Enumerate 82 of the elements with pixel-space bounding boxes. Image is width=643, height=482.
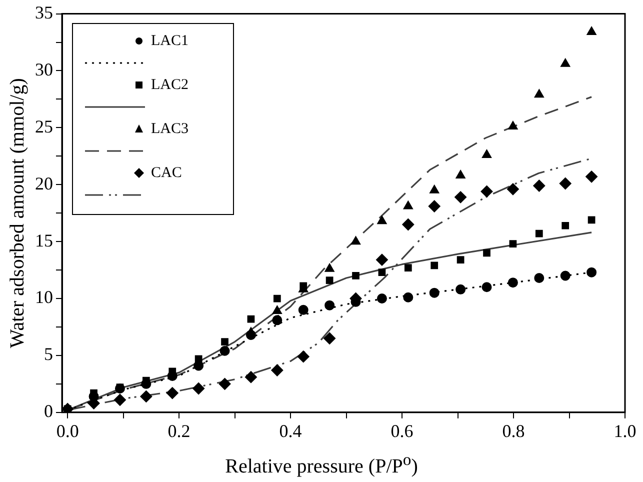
- legend-label: LAC2: [151, 76, 188, 94]
- point: [404, 264, 412, 272]
- point: [324, 300, 335, 310]
- point: [483, 249, 490, 257]
- point: [560, 58, 570, 67]
- point: [221, 338, 228, 346]
- point: [588, 216, 596, 224]
- point: [430, 262, 438, 270]
- point: [246, 330, 256, 340]
- y-tick-label: 20: [35, 173, 53, 194]
- point: [324, 332, 336, 344]
- point: [480, 185, 493, 198]
- point: [326, 276, 334, 284]
- point: [509, 240, 517, 248]
- point: [192, 382, 205, 394]
- point: [297, 350, 310, 363]
- point: [586, 170, 598, 183]
- point: [430, 184, 440, 194]
- y-tick-label: 30: [35, 59, 53, 80]
- x-tick-label: 0.4: [279, 420, 302, 441]
- point: [402, 218, 414, 230]
- point: [559, 177, 572, 190]
- point: [167, 370, 178, 381]
- point: [271, 364, 284, 376]
- point: [218, 378, 231, 390]
- point: [350, 236, 361, 245]
- x-tick-label: 0.8: [502, 420, 525, 441]
- point: [377, 216, 387, 224]
- point: [534, 89, 544, 98]
- point: [244, 371, 257, 384]
- point: [247, 315, 255, 323]
- point: [454, 191, 467, 204]
- point: [273, 294, 281, 302]
- point: [562, 222, 570, 230]
- point: [403, 292, 414, 302]
- point: [194, 360, 204, 371]
- y-tick-label: 35: [35, 2, 53, 23]
- legend-label: CAC: [151, 164, 182, 182]
- point: [378, 268, 386, 276]
- x-tick-label: 0.0: [56, 420, 79, 441]
- point: [352, 272, 360, 280]
- point: [403, 200, 413, 210]
- point: [272, 306, 282, 314]
- point: [456, 256, 464, 264]
- point: [88, 391, 99, 402]
- y-tick-label: 0: [44, 401, 53, 422]
- point: [428, 200, 440, 212]
- point: [140, 390, 152, 402]
- point: [324, 263, 334, 272]
- point: [220, 346, 230, 356]
- point: [482, 150, 492, 158]
- legend-label: LAC1: [151, 32, 188, 50]
- point: [586, 26, 596, 36]
- point: [166, 387, 178, 400]
- point: [534, 273, 544, 284]
- point: [560, 270, 570, 281]
- point: [272, 315, 282, 326]
- point: [429, 288, 440, 298]
- y-tick-label: 25: [35, 116, 53, 136]
- point: [456, 284, 466, 294]
- point: [482, 282, 492, 292]
- point: [456, 170, 466, 179]
- y-tick-label: 15: [35, 230, 53, 250]
- point: [533, 180, 546, 192]
- point: [508, 121, 518, 130]
- y-tick-label: 5: [44, 344, 53, 364]
- point: [300, 282, 308, 290]
- point: [376, 254, 388, 266]
- point: [535, 230, 543, 238]
- point: [376, 294, 387, 304]
- point: [114, 394, 126, 406]
- point: [586, 267, 597, 278]
- y-tick-label: 10: [35, 287, 53, 308]
- point: [508, 278, 518, 288]
- x-tick-label: 0.6: [390, 420, 414, 441]
- x-axis-title: Relative pressure (P/P$^{o}$): [224, 450, 419, 479]
- point: [506, 183, 519, 196]
- x-tick-label: 0.2: [168, 420, 190, 441]
- x-tick-label: 1.0: [614, 420, 636, 441]
- point: [298, 304, 308, 315]
- legend-label: LAC3: [151, 120, 188, 138]
- y-axis-title: Water adsorbed amount (mmol/g): [6, 78, 28, 348]
